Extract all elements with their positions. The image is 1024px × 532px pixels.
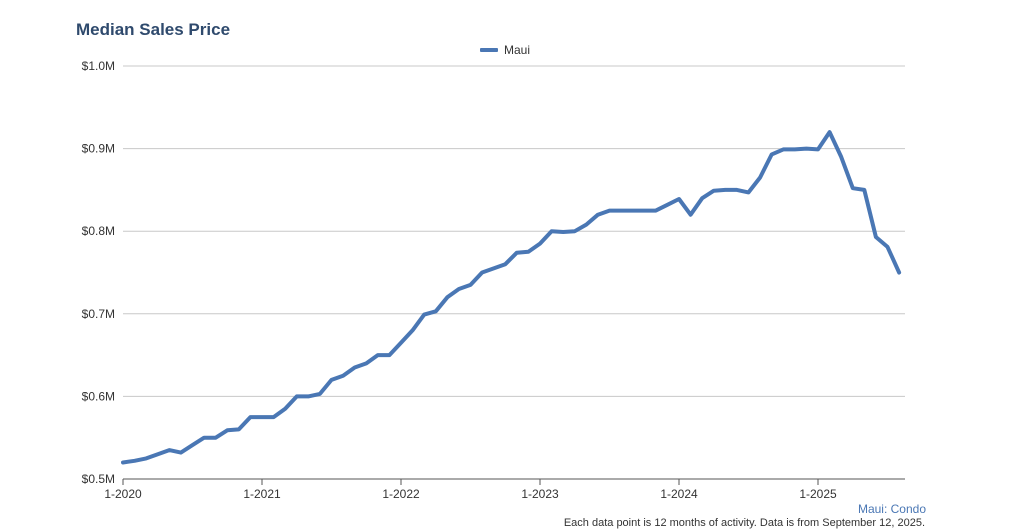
y-tick-label: $0.5M (82, 472, 115, 486)
x-tick-label: 1-2025 (799, 487, 837, 501)
x-tick-label: 1-2024 (660, 487, 698, 501)
chart-legend: Maui (480, 43, 530, 57)
y-tick-label: $1.0M (82, 59, 115, 73)
chart-title: Median Sales Price (76, 20, 231, 39)
legend-label: Maui (504, 43, 531, 57)
series-line-maui (121, 130, 902, 465)
y-tick-label: $0.7M (82, 307, 115, 321)
y-tick-label: $0.8M (82, 224, 115, 238)
x-tick-label: 1-2023 (521, 487, 559, 501)
data-note: Each data point is 12 months of activity… (563, 517, 925, 529)
x-tick-label: 1-2021 (243, 487, 281, 501)
y-tick-label: $0.9M (82, 142, 115, 156)
x-tick-label: 1-2020 (104, 487, 142, 501)
legend-swatch (480, 48, 498, 52)
region-type-label: Maui: Condo (857, 502, 926, 516)
x-tick-label: 1-2022 (382, 487, 420, 501)
y-tick-label: $0.6M (82, 389, 115, 403)
